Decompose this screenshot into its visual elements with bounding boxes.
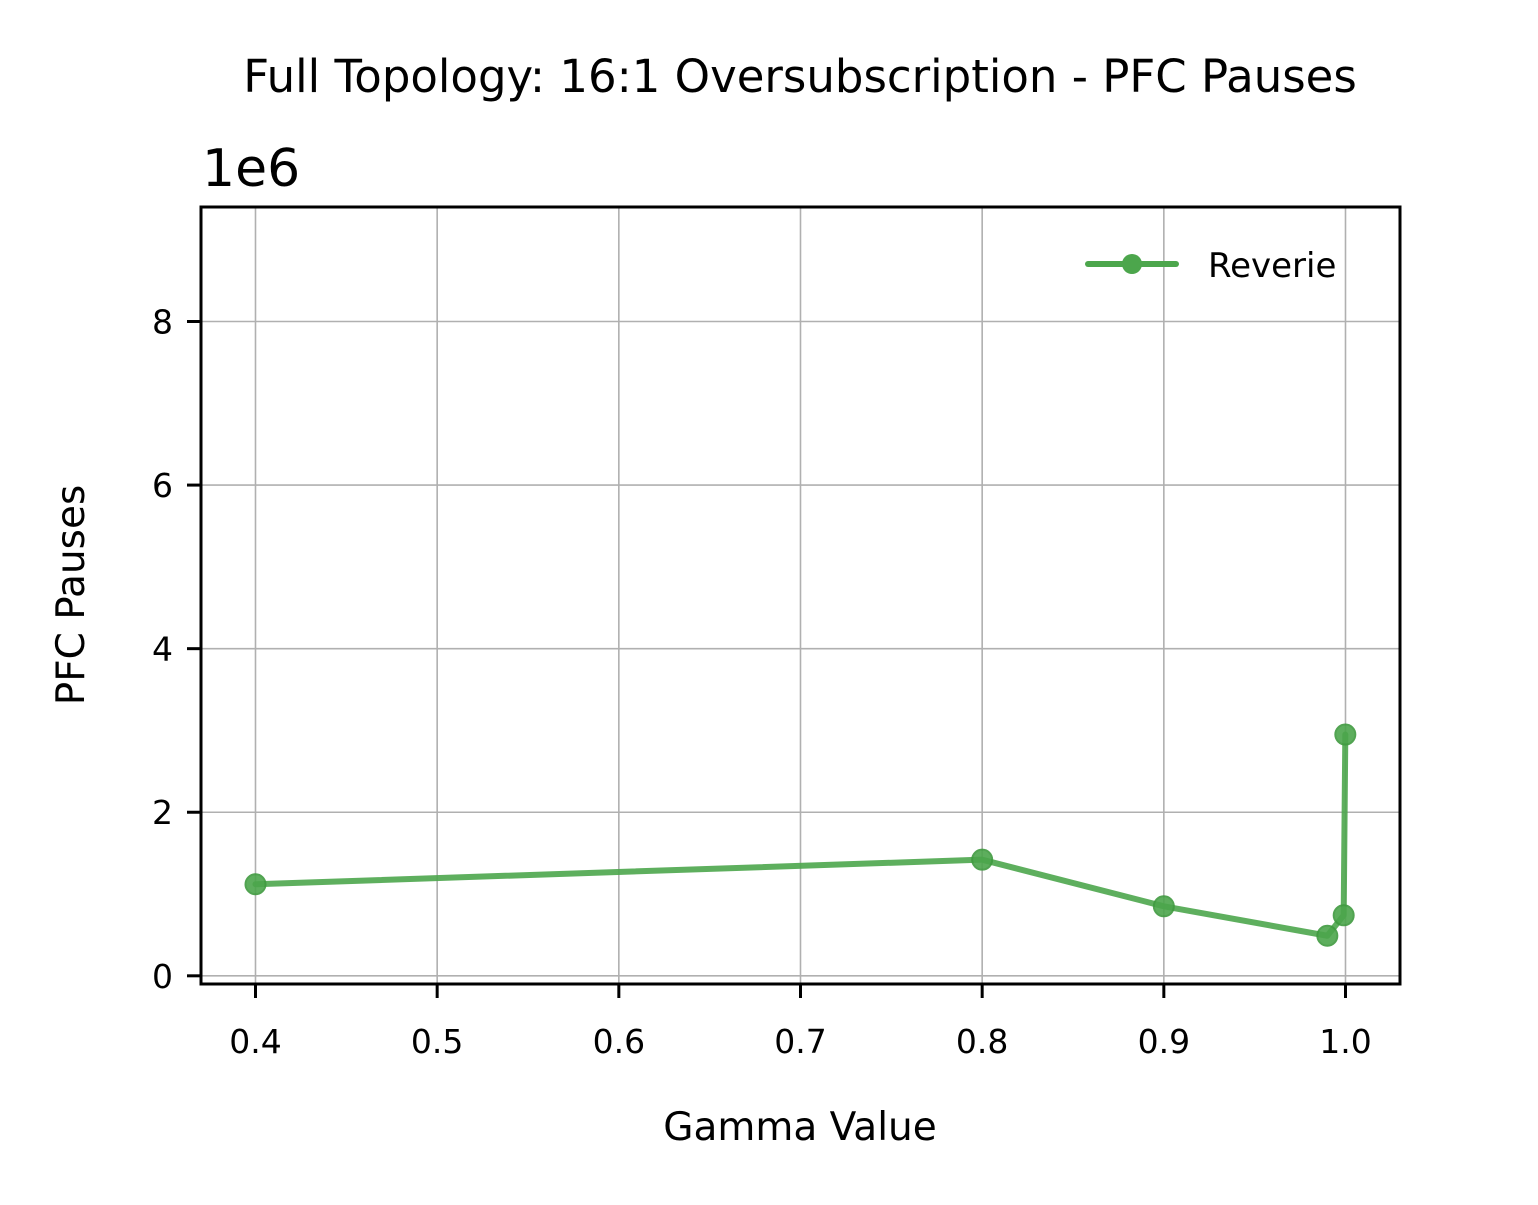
y-tick-label: 6 xyxy=(152,466,173,505)
x-tick-label: 0.8 xyxy=(956,1022,1008,1061)
data-point xyxy=(1316,924,1339,947)
data-point xyxy=(1332,904,1355,927)
legend-label: Reverie xyxy=(1208,246,1336,286)
series-line xyxy=(252,731,1349,939)
grid xyxy=(201,207,1400,984)
x-tick-label: 1.0 xyxy=(1319,1022,1371,1061)
y-tick-label: 0 xyxy=(152,957,173,996)
data-point xyxy=(1152,895,1175,918)
legend: Reverie xyxy=(1085,246,1336,286)
chart-title: Full Topology: 16:1 Oversubscription - P… xyxy=(243,50,1357,103)
x-tick-label: 0.9 xyxy=(1138,1022,1190,1061)
y-tick-label: 8 xyxy=(152,303,173,342)
data-point xyxy=(971,848,994,871)
data-point xyxy=(1334,723,1357,746)
data-point xyxy=(244,873,267,896)
y-tick-label: 4 xyxy=(152,630,173,669)
ticks: 0.4 0.5 0.6 0.7 0.8 0.9 1.0 0 2 4 6 8 xyxy=(152,303,1372,1061)
plot-area xyxy=(244,723,1357,947)
x-tick-label: 0.7 xyxy=(774,1022,826,1061)
x-tick-label: 0.4 xyxy=(229,1022,281,1061)
legend-marker xyxy=(1122,254,1142,274)
y-axis-label: PFC Pauses xyxy=(49,485,94,706)
x-tick-label: 0.5 xyxy=(411,1022,463,1061)
x-axis-label: Gamma Value xyxy=(663,1105,937,1150)
y-offset-label: 1e6 xyxy=(202,139,300,199)
y-tick-label: 2 xyxy=(152,793,173,832)
x-tick-label: 0.6 xyxy=(593,1022,645,1061)
